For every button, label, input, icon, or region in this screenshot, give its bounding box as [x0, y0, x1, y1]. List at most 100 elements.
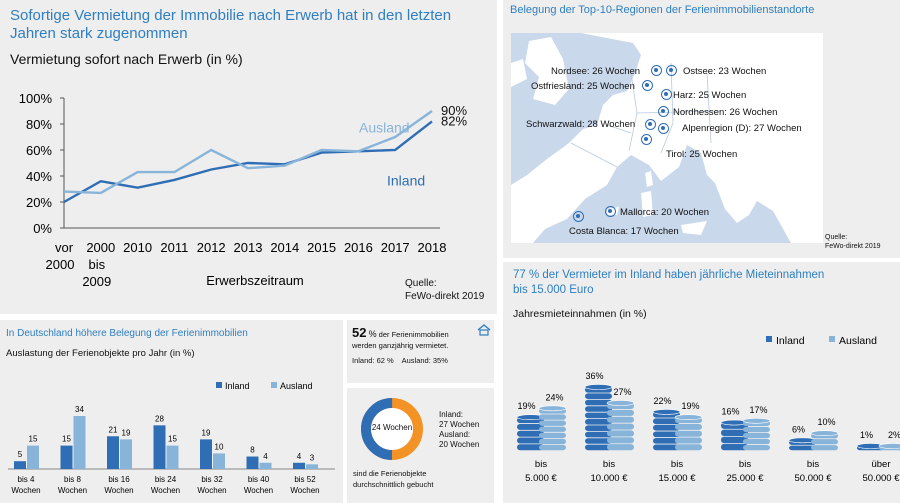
borders: [570, 62, 722, 168]
source-note-map: Quelle: FeWo-direkt 2019: [825, 233, 881, 251]
bar-value-label: 3: [310, 453, 315, 462]
coin-top-ausland: [742, 417, 771, 424]
year-round-text-1: der Ferienimmobilien: [378, 330, 449, 339]
target-icon-center: [661, 109, 665, 113]
coin-inland: [585, 444, 612, 451]
panel-occupancy-chart: In Deutschland höhere Belegung der Ferie…: [0, 320, 343, 503]
target-icon-center: [576, 214, 580, 218]
bar-value-label: 15: [29, 435, 38, 444]
europe-map: [511, 33, 823, 243]
legend-swatch-inland: [216, 382, 222, 388]
occupancy-subtitle: Auslastung der Ferienobjekte pro Jahr (i…: [6, 348, 195, 359]
coin-value-label: 10%: [817, 417, 835, 427]
target-icon: [645, 119, 656, 130]
target-icon: [642, 80, 653, 91]
booking-footer: sind die Ferienobjekte durchschnittlich …: [353, 468, 433, 490]
bar-value-label: 8: [250, 446, 255, 455]
coin-value-label: 24%: [545, 392, 563, 402]
coin-ausland: [675, 437, 702, 444]
target-icon-center: [644, 137, 648, 141]
coin-ausland: [675, 444, 702, 451]
coin-top-ausland: [606, 400, 635, 406]
land-scandinavia: [661, 33, 707, 67]
coin-top-inland: [584, 384, 613, 390]
x-tick-label: 2011: [160, 240, 188, 255]
source-value: FeWo-direkt 2019: [825, 243, 881, 250]
region-label: Ostsee: 23 Wochen: [683, 66, 767, 77]
line-chart: 0% 20% 40% 60% 80% 100% vor 2000 2000 bis 2009 2010…: [19, 91, 468, 289]
panel-avg-booking: 24 Wochen Inland: 27 Wochen Ausland: 20 …: [347, 388, 494, 503]
x-tick-label: 2012: [197, 240, 226, 255]
bar-ausland: [27, 445, 39, 469]
panel-map: Belegung der Top-10-Regionen der Ferieni…: [503, 0, 900, 258]
category-label: Wochen: [197, 486, 226, 495]
target-icon-center: [645, 83, 649, 87]
coin-ausland: [743, 438, 770, 445]
coin-top-ausland: [674, 414, 703, 421]
x-axis-title: Erwerbszeitraum: [206, 273, 304, 288]
coin-inland: [721, 436, 748, 444]
coin-ausland: [743, 426, 770, 433]
bar-value-label: 34: [75, 405, 84, 414]
region-label: Harz: 25 Wochen: [673, 90, 747, 101]
end-value-label: 90%: [441, 103, 467, 118]
source-note-line-chart: Quelle: FeWo-direkt 2019: [405, 277, 484, 303]
x-tick-label: 2010: [123, 240, 152, 255]
coin-inland: [721, 429, 748, 436]
bar-inland: [153, 425, 166, 469]
ausland-label: Ausland:: [439, 430, 471, 439]
line-chart-title: Sofortige Vermietung der Immobilie nach …: [10, 7, 451, 43]
coin-top-inland: [652, 409, 681, 415]
year-round-pct: 52: [352, 325, 367, 340]
bar-value-label: 4: [263, 452, 268, 461]
region-label: Ostfriesland: 25 Wochen: [531, 81, 635, 92]
coin-ausland: [607, 409, 634, 416]
bar-inland: [246, 456, 259, 469]
coin-inland: [585, 431, 612, 438]
category-label: bis 40: [248, 475, 270, 484]
ausland-value: 20 Wochen: [439, 440, 480, 449]
target-icon: [658, 123, 669, 134]
coin-ausland: [539, 438, 566, 445]
inland-label: Inland:: [439, 410, 464, 419]
coin-inland: [653, 418, 680, 425]
coin-ausland: [811, 439, 838, 445]
category-label: 15.000 €: [659, 473, 697, 484]
coin-ausland: [539, 444, 566, 451]
legend-label-ausland: Ausland: [280, 381, 313, 391]
bar-ausland: [259, 462, 272, 469]
panel-year-round: 52 % der Ferienimmobilien werden ganzjäh…: [347, 320, 494, 383]
coin-inland: [517, 423, 544, 430]
category-label: bis 32: [201, 475, 223, 484]
coin-inland: [517, 437, 544, 444]
coin-inland: [517, 444, 544, 451]
panel-line-chart: Sofortige Vermietung der Immobilie nach …: [0, 0, 497, 314]
target-icon: [658, 106, 669, 117]
legend-label-ausland: Ausland: [839, 335, 877, 347]
coin-value-label: 19%: [517, 401, 535, 411]
y-tick-label: 100%: [19, 91, 53, 106]
category-label: Wochen: [58, 486, 87, 495]
target-icon: [666, 65, 677, 76]
category-label: Wochen: [290, 486, 319, 495]
coin-ausland: [607, 416, 634, 423]
bar-inland: [14, 461, 26, 469]
coin-value-label: 17%: [749, 405, 767, 415]
income-title: 77 % der Vermieter im Inland haben jährl…: [513, 268, 824, 298]
category-label: bis: [807, 459, 819, 470]
category-label: bis 52: [294, 475, 316, 484]
coin-ausland: [607, 423, 634, 430]
land-ireland: [511, 59, 527, 87]
coin-inland: [721, 443, 748, 451]
target-icon-center: [654, 68, 658, 72]
category-label: Wochen: [151, 486, 180, 495]
coin-inland: [585, 425, 612, 431]
coin-inland: [585, 399, 612, 406]
coin-inland: [585, 419, 612, 425]
footer-line-2: durchschnittlich gebucht: [353, 480, 434, 489]
bar-ausland: [120, 439, 132, 469]
coin-inland: [653, 424, 680, 431]
coin-ausland: [607, 444, 634, 451]
coin-inland: [653, 437, 680, 444]
x-tick-label: 2017: [381, 240, 410, 255]
